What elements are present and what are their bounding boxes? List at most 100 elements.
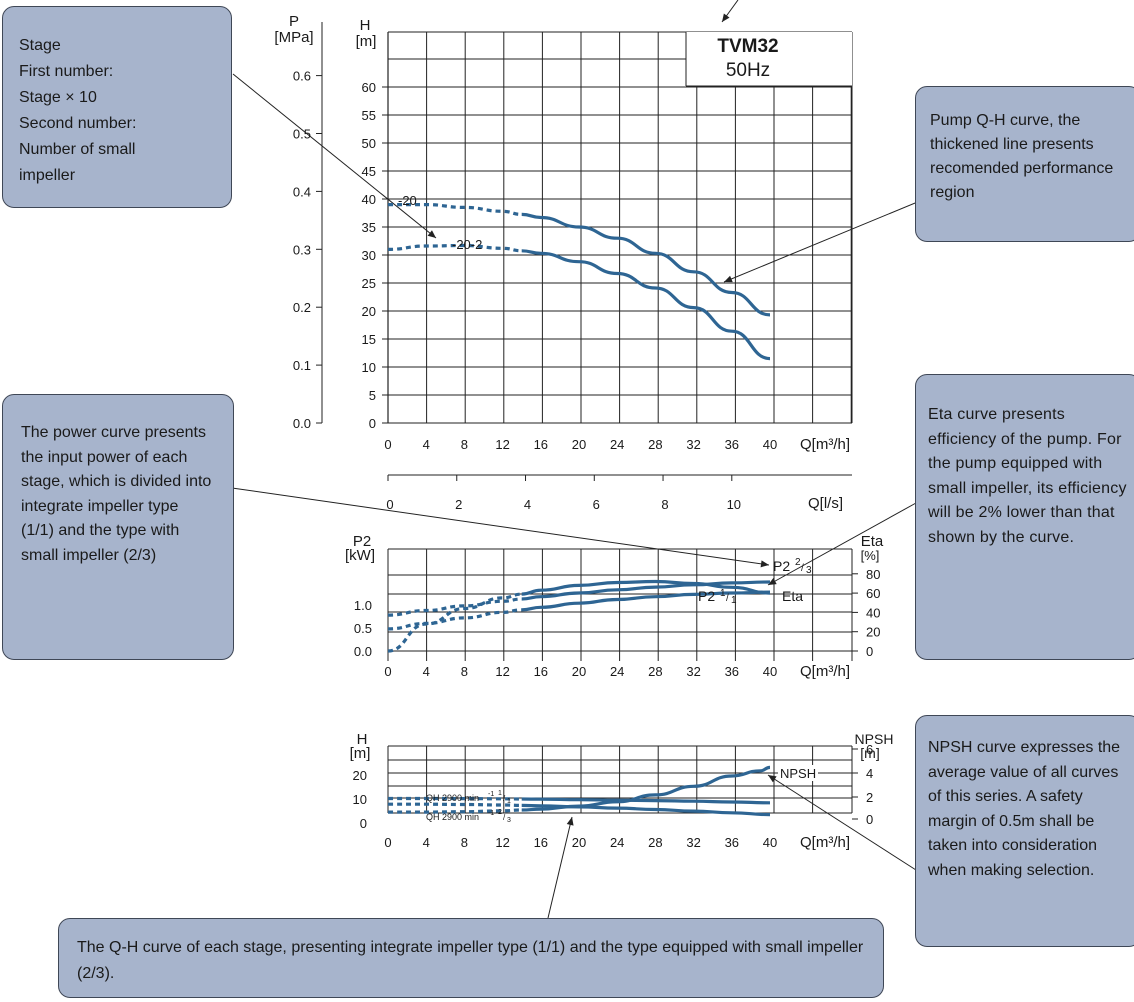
- q-tick-label: 24: [610, 664, 624, 679]
- curve-dashed-2: [387, 808, 522, 814]
- curve-solid-1: [521, 803, 771, 817]
- q-tick-label: 16: [534, 437, 548, 452]
- q-axis-label: Q[m³/h]: [800, 436, 850, 453]
- stage-note-line: impeller: [19, 167, 76, 184]
- stage-note-line: Number of small: [19, 141, 136, 158]
- p-tick-label: 0.6: [293, 69, 311, 84]
- npsh-curve-note: NPSH curve expresses the average value o…: [915, 715, 1134, 947]
- q-tick-label: 4: [423, 835, 430, 850]
- npsh-h-tick-label: 0: [360, 816, 367, 831]
- npsh-axis-label: NPSH: [855, 731, 894, 747]
- q-tick-label: 32: [686, 437, 700, 452]
- curve-label-qh-11-num: 1: [498, 790, 502, 797]
- eta-tick-label: 0: [866, 644, 873, 659]
- q-tick-label: 4: [423, 437, 430, 452]
- curve-label-20-2: -20-2: [452, 237, 482, 252]
- npsh-h-tick-label: 10: [353, 792, 367, 807]
- curve-label-qh-23-num: 2: [498, 809, 502, 816]
- h-tick-label: 35: [362, 220, 376, 235]
- h-tick-label: 15: [362, 332, 376, 347]
- q-tick-label: 8: [461, 437, 468, 452]
- curve-dashed-0: [387, 597, 522, 617]
- q-tick-label: 40: [763, 664, 777, 679]
- h-axis-unit: [m]: [356, 33, 377, 50]
- h-tick-label: 55: [362, 108, 376, 123]
- curve-solid-0: [521, 797, 771, 805]
- curve-solid-2: [521, 579, 771, 596]
- eta-tick-label: 80: [866, 567, 880, 582]
- curve-dashed-2: [387, 592, 522, 653]
- npsh-axis-unit: [m]: [860, 745, 879, 761]
- curve-solid-2: [521, 765, 771, 812]
- q-tick-label: 20: [572, 437, 586, 452]
- q-tick-label: 32: [686, 835, 700, 850]
- model-name: TVM32: [717, 36, 778, 57]
- ls-axis-label: Q[l/s]: [808, 495, 843, 512]
- q-tick-label: 28: [648, 835, 662, 850]
- ls-tick-label: 10: [727, 497, 741, 512]
- h-tick-label: 40: [362, 192, 376, 207]
- stage-qh-note: The Q-H curve of each stage, presenting …: [58, 918, 884, 998]
- curve-label-p2-11-num: 1: [720, 588, 726, 599]
- p-tick-label: 0.0: [293, 416, 311, 431]
- model-title-block: TVM32 50Hz: [685, 32, 852, 87]
- ls-tick-label: 6: [593, 497, 600, 512]
- stage-note-line: First number:: [19, 63, 114, 80]
- p-axis-label: P: [289, 13, 299, 30]
- h-tick-label: 30: [362, 248, 376, 263]
- curve-solid-1: [521, 249, 771, 361]
- q-tick-label: 4: [423, 664, 430, 679]
- p-tick-label: 0.3: [293, 242, 311, 257]
- curve-label-p2-23-den: 3: [806, 565, 812, 576]
- curve-dashed-1: [387, 802, 522, 807]
- q-tick-label: 12: [495, 835, 509, 850]
- npsh-h-axis-label: H: [357, 731, 368, 748]
- q-tick-label: 28: [648, 437, 662, 452]
- curve-solid-0: [521, 580, 771, 601]
- q-tick-label: 32: [686, 664, 700, 679]
- leader-arrowhead: [722, 13, 730, 22]
- npsh-tick-label: 6: [866, 742, 873, 757]
- q-tick-label: 8: [461, 835, 468, 850]
- h-tick-label: 60: [362, 80, 376, 95]
- h-tick-label: 25: [362, 276, 376, 291]
- q-tick-label: 36: [725, 835, 739, 850]
- curve-label-qh-23: QH 2900 min: [426, 812, 479, 822]
- h-tick-label: 45: [362, 164, 376, 179]
- model-frequency: 50Hz: [726, 60, 770, 81]
- curve-dashed-1: [387, 243, 522, 253]
- eta-axis-unit: [%]: [861, 548, 880, 563]
- curve-label-qh-11-sup: -1: [488, 791, 494, 798]
- q-tick-label: 8: [461, 664, 468, 679]
- q-axis-label: Q[m³/h]: [800, 663, 850, 680]
- p-tick-label: 0.4: [293, 184, 311, 199]
- q-tick-label: 16: [534, 664, 548, 679]
- q-tick-label: 24: [610, 835, 624, 850]
- eta-tick-label: 20: [866, 625, 880, 640]
- h-tick-label: 20: [362, 304, 376, 319]
- curve-solid-1: [521, 590, 771, 612]
- q-axis-label: Q[m³/h]: [800, 834, 850, 851]
- curve-label-slash: /: [503, 794, 506, 803]
- p-tick-label: 0.1: [293, 358, 311, 373]
- stage-note: Stage First number: Stage × 10 Second nu…: [2, 6, 232, 208]
- qh-curve-note: Pump Q-H curve, the thickened line prese…: [915, 86, 1134, 242]
- h-tick-label: 50: [362, 136, 376, 151]
- q-tick-label: 40: [763, 437, 777, 452]
- q-tick-label: 0: [384, 437, 391, 452]
- npsh-tick-label: 0: [866, 812, 873, 827]
- ls-tick-label: 8: [661, 497, 668, 512]
- p-tick-label: 0.5: [293, 127, 311, 142]
- power-curve-note: The power curve presents the input power…: [2, 394, 234, 660]
- curve-label-p2-11-den: 1: [731, 595, 737, 606]
- leader-arrowhead: [768, 775, 777, 783]
- q-tick-label: 28: [648, 664, 662, 679]
- q-tick-label: 12: [495, 664, 509, 679]
- eta-curve-note: Eta curve presents efficiency of the pum…: [915, 374, 1134, 660]
- q-tick-label: 12: [495, 437, 509, 452]
- leader-line: [232, 73, 437, 239]
- leader-line: [767, 774, 917, 871]
- h-tick-label: 10: [362, 360, 376, 375]
- curve-label-qh-11-den: 1: [507, 798, 511, 805]
